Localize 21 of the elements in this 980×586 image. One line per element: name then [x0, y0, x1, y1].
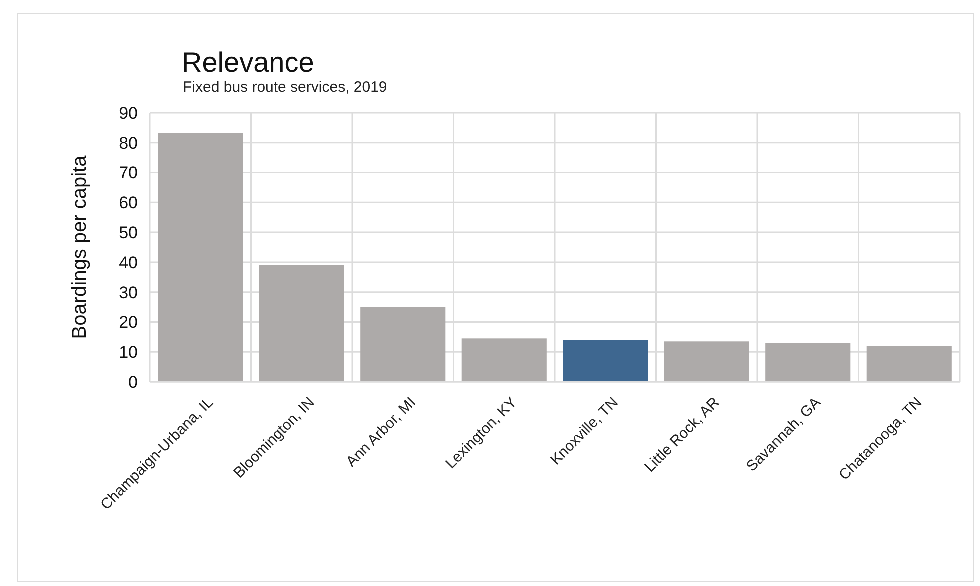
chart-title: Relevance [182, 47, 314, 78]
bar [360, 307, 446, 382]
bar [766, 343, 851, 382]
y-tick-label: 30 [119, 283, 138, 302]
y-tick-label: 20 [119, 313, 138, 332]
bar [158, 133, 244, 382]
bar [664, 342, 750, 382]
y-tick-label: 10 [119, 343, 138, 362]
bar [462, 338, 547, 382]
y-tick-label: 50 [119, 224, 138, 243]
bar [259, 265, 344, 382]
bar [563, 340, 648, 382]
y-tick-label: 90 [119, 104, 138, 123]
bar [866, 346, 952, 382]
chart-subtitle: Fixed bus route services, 2019 [183, 79, 388, 96]
y-tick-label: 60 [119, 194, 138, 213]
y-tick-label: 70 [119, 164, 138, 183]
y-axis-title: Boardings per capita [69, 154, 91, 340]
y-tick-label: 80 [119, 134, 138, 153]
y-tick-label: 0 [128, 372, 138, 392]
y-tick-label: 40 [119, 253, 138, 272]
